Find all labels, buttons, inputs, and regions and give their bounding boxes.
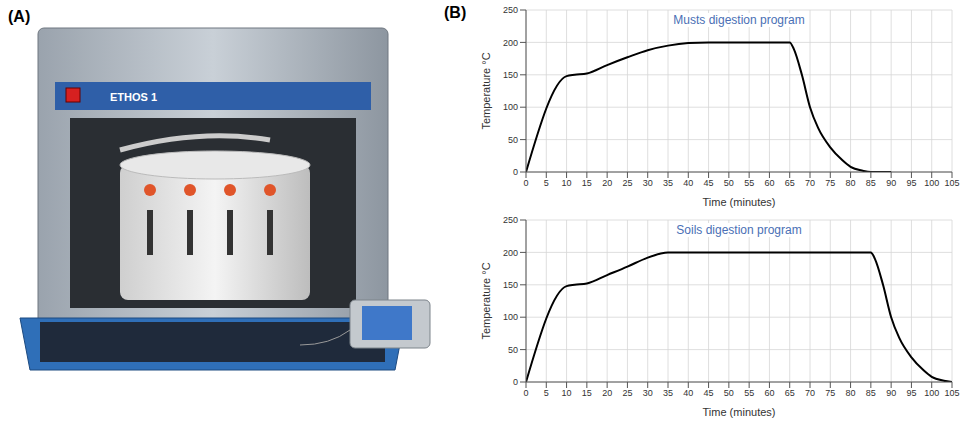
svg-text:70: 70 — [805, 388, 815, 398]
svg-text:150: 150 — [503, 70, 518, 80]
svg-text:150: 150 — [503, 280, 518, 290]
svg-text:35: 35 — [663, 388, 673, 398]
svg-text:10: 10 — [562, 178, 572, 188]
svg-text:55: 55 — [744, 388, 754, 398]
svg-text:Time (minutes): Time (minutes) — [703, 196, 776, 208]
svg-text:10: 10 — [562, 388, 572, 398]
svg-text:(A): (A) — [8, 8, 30, 25]
svg-text:60: 60 — [764, 178, 774, 188]
svg-text:ETHOS 1: ETHOS 1 — [110, 91, 157, 103]
svg-text:Temperature °C: Temperature °C — [480, 52, 492, 129]
svg-text:80: 80 — [846, 178, 856, 188]
svg-text:25: 25 — [622, 388, 632, 398]
svg-text:85: 85 — [866, 178, 876, 188]
svg-text:100: 100 — [924, 178, 939, 188]
svg-text:45: 45 — [704, 178, 714, 188]
svg-text:5: 5 — [544, 388, 549, 398]
svg-text:20: 20 — [602, 178, 612, 188]
svg-text:100: 100 — [503, 102, 518, 112]
svg-text:90: 90 — [886, 388, 896, 398]
svg-text:0: 0 — [513, 377, 518, 387]
svg-text:40: 40 — [683, 388, 693, 398]
svg-text:250: 250 — [503, 5, 518, 15]
svg-text:80: 80 — [846, 388, 856, 398]
svg-text:30: 30 — [643, 388, 653, 398]
svg-text:100: 100 — [503, 312, 518, 322]
svg-text:50: 50 — [724, 178, 734, 188]
svg-text:15: 15 — [582, 178, 592, 188]
svg-text:95: 95 — [906, 388, 916, 398]
svg-text:15: 15 — [582, 388, 592, 398]
svg-text:50: 50 — [508, 345, 518, 355]
svg-text:60: 60 — [764, 388, 774, 398]
svg-text:40: 40 — [683, 178, 693, 188]
svg-text:30: 30 — [643, 178, 653, 188]
svg-text:200: 200 — [503, 38, 518, 48]
svg-text:0: 0 — [523, 388, 528, 398]
svg-text:65: 65 — [785, 388, 795, 398]
svg-text:200: 200 — [503, 248, 518, 258]
svg-text:Temperature °C: Temperature °C — [480, 262, 492, 339]
svg-text:45: 45 — [704, 388, 714, 398]
svg-text:20: 20 — [602, 388, 612, 398]
svg-text:50: 50 — [508, 135, 518, 145]
svg-text:100: 100 — [924, 388, 939, 398]
html-text:Soils digestion program: Soils digestion program — [676, 223, 802, 237]
svg-text:55: 55 — [744, 178, 754, 188]
svg-text:75: 75 — [825, 388, 835, 398]
svg-text:90: 90 — [886, 178, 896, 188]
svg-text:50: 50 — [724, 388, 734, 398]
svg-text:Time (minutes): Time (minutes) — [703, 406, 776, 418]
svg-text:70: 70 — [805, 178, 815, 188]
svg-text:25: 25 — [622, 178, 632, 188]
svg-text:75: 75 — [825, 178, 835, 188]
svg-text:5: 5 — [544, 178, 549, 188]
svg-text:0: 0 — [523, 178, 528, 188]
svg-text:65: 65 — [785, 178, 795, 188]
svg-text:85: 85 — [866, 388, 876, 398]
svg-text:105: 105 — [944, 388, 959, 398]
html-text:(B): (B) — [444, 4, 467, 21]
svg-text:105: 105 — [944, 178, 959, 188]
svg-text:250: 250 — [503, 215, 518, 225]
svg-text:0: 0 — [513, 167, 518, 177]
html-text:Musts digestion program: Musts digestion program — [673, 13, 805, 27]
svg-text:95: 95 — [906, 178, 916, 188]
svg-text:35: 35 — [663, 178, 673, 188]
